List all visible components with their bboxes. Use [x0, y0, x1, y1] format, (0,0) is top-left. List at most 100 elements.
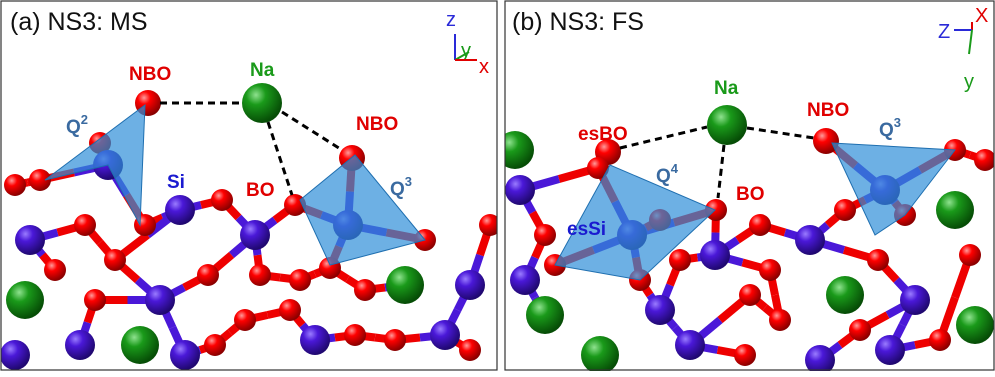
axis-label: X [975, 5, 988, 27]
atom [749, 214, 771, 236]
atom [849, 319, 871, 341]
atom [240, 220, 270, 250]
coordination [718, 145, 724, 198]
atom-label: NBO [356, 114, 398, 135]
label-superscript: 3 [894, 115, 901, 130]
atom [44, 259, 66, 281]
atom [170, 340, 200, 370]
label-superscript: 2 [81, 112, 88, 127]
atom-label: BO [736, 184, 765, 205]
atom-label: Na [250, 60, 275, 81]
atom [936, 191, 974, 229]
axis-label: z [446, 9, 456, 31]
panel-title: (b) NS3: FS [512, 8, 644, 36]
atom [526, 296, 564, 334]
label-text: esSi [567, 219, 606, 240]
atom [455, 270, 485, 300]
coordination [747, 128, 814, 138]
atom [496, 131, 534, 169]
atom [234, 309, 256, 331]
atom [675, 330, 705, 360]
label-text: NBO [129, 64, 171, 85]
atom [15, 225, 45, 255]
atom [534, 224, 556, 246]
atom [211, 189, 233, 211]
label-text: Na [714, 78, 739, 99]
atom [459, 339, 481, 361]
atom [700, 240, 730, 270]
atom-label: esSi [567, 219, 606, 240]
atom-label: NBO [807, 100, 849, 121]
tetrahedron [300, 155, 425, 265]
atom-label: Q2 [66, 112, 88, 138]
label-text: NBO [807, 100, 849, 121]
atom [384, 329, 406, 351]
atom [959, 244, 981, 266]
label-text: Q [879, 120, 894, 141]
atom [0, 340, 30, 370]
atom [65, 330, 95, 360]
atom [645, 295, 675, 325]
atom-label: esBO [578, 124, 628, 145]
atom [956, 306, 994, 344]
atom [581, 336, 619, 372]
atom [739, 284, 761, 306]
atom-label: BO [246, 180, 275, 201]
atom [929, 329, 951, 351]
atom [867, 249, 889, 271]
atom-label: Q3 [390, 174, 412, 200]
atom [300, 325, 330, 355]
label-text: BO [736, 184, 765, 205]
label-text: Si [167, 172, 185, 193]
atom [834, 199, 856, 221]
atom [430, 320, 460, 350]
axis-arrow [969, 30, 972, 54]
atom [249, 264, 271, 286]
atom [479, 214, 501, 236]
figure: (a) NS3: MS (b) NS3: FS NBONaNBOQ2SiBOQ3… [0, 0, 995, 372]
atom [795, 225, 825, 255]
label-text: BO [246, 180, 275, 201]
panel-title: (a) NS3: MS [10, 8, 148, 36]
coordination [282, 112, 342, 150]
atom [759, 259, 781, 281]
atom [6, 281, 44, 319]
label-text: Na [250, 60, 275, 81]
atom-label: Na [714, 78, 739, 99]
tetrahedron [832, 143, 955, 235]
atom [826, 276, 864, 314]
label-superscript: 3 [405, 174, 412, 189]
atom-label: Q3 [879, 115, 901, 141]
atom-label: Si [167, 172, 185, 193]
atom [386, 266, 424, 304]
atom [669, 249, 691, 271]
coordination [620, 127, 707, 148]
atom [165, 195, 195, 225]
atom [121, 326, 159, 364]
atom [510, 265, 540, 295]
atom [505, 175, 535, 205]
atom [84, 289, 106, 311]
atom [734, 344, 756, 366]
label-text: esBO [578, 124, 628, 145]
atom [974, 149, 995, 171]
atom [29, 169, 51, 191]
atom [875, 335, 905, 365]
label-text: Q [390, 179, 405, 200]
atom [354, 279, 376, 301]
atom [279, 299, 301, 321]
axis-label: y [461, 40, 471, 62]
atom [204, 334, 226, 356]
tetrahedron [45, 105, 145, 225]
atom [769, 309, 791, 331]
atom [344, 324, 366, 346]
axis-label: x [479, 56, 489, 78]
atom [74, 214, 96, 236]
axis-label: Z [938, 21, 950, 43]
atom [242, 83, 282, 123]
atom [145, 285, 175, 315]
atom-label: Q4 [656, 161, 679, 187]
atom [707, 105, 747, 145]
label-text: NBO [356, 114, 398, 135]
atom [197, 264, 219, 286]
